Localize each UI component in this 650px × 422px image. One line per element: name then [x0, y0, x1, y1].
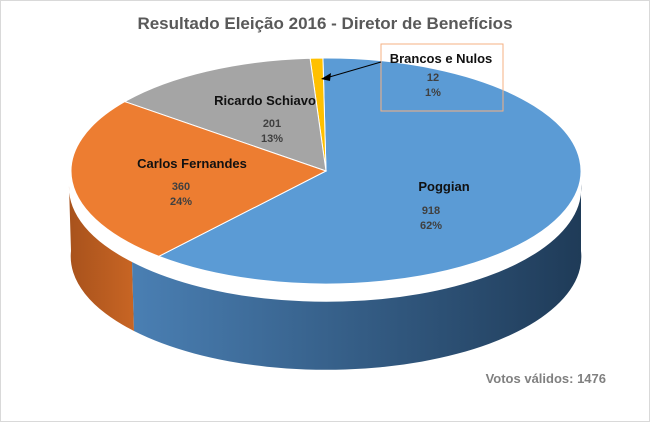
- pie-slices: [70, 57, 582, 285]
- percent-ricardo-schiavo: 13%: [261, 133, 283, 145]
- pie-side-poggian: [132, 184, 582, 370]
- value-carlos-fernandes: 360: [172, 181, 190, 193]
- label-carlos-fernandes: Carlos Fernandes: [137, 156, 247, 171]
- pie-slice-carlos-fernandes: [70, 101, 328, 257]
- percent-carlos-fernandes: 24%: [170, 196, 192, 208]
- votos-validos-footer: Votos válidos: 1476: [486, 371, 606, 386]
- pie-slice-poggian: [157, 57, 582, 285]
- value-ricardo-schiavo: 201: [263, 118, 281, 130]
- label-ricardo-schiavo: Ricardo Schiavo: [214, 93, 316, 108]
- callout-leader-line: [325, 61, 382, 79]
- value-poggian: 918: [422, 205, 440, 217]
- label-brancos-e-nulos: Brancos e Nulos: [390, 51, 493, 66]
- percent-poggian: 62%: [420, 220, 442, 232]
- value-brancos-e-nulos: 12: [427, 72, 439, 84]
- percent-brancos-e-nulos: 1%: [425, 87, 441, 99]
- pie-side-carlos-fernandes: [68, 186, 134, 331]
- label-poggian: Poggian: [418, 179, 469, 194]
- pie-slice-ricardo-schiavo: [123, 57, 327, 172]
- brancos-callout-box: [380, 43, 504, 112]
- callout-arrowhead: [321, 73, 331, 81]
- chart-title: Resultado Eleição 2016 - Diretor de Bene…: [137, 14, 512, 33]
